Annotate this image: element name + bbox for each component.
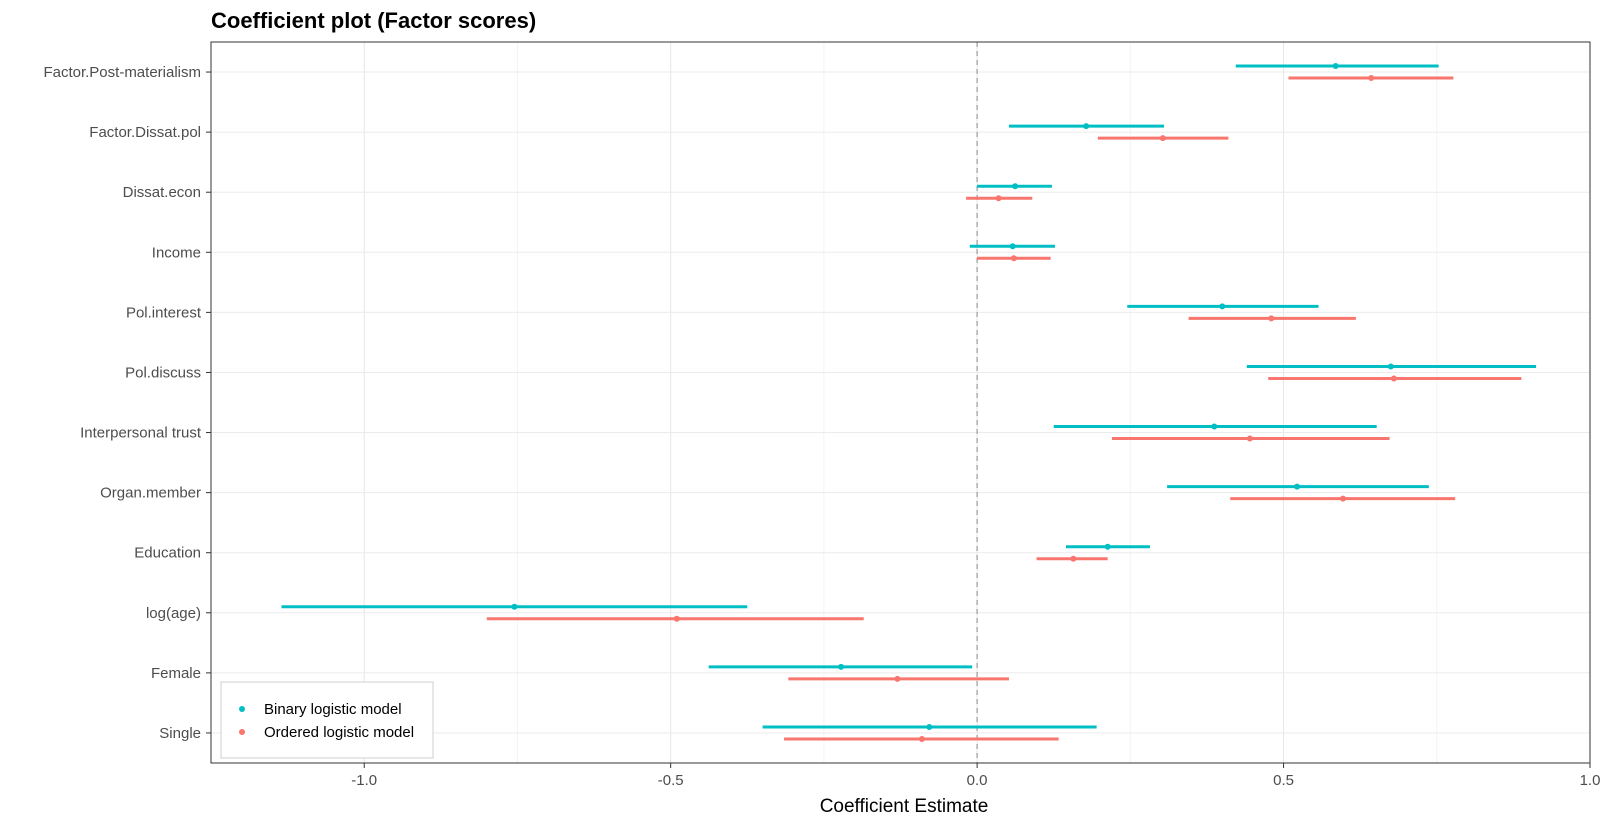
estimate-point: [1268, 315, 1275, 322]
estimate-point: [918, 735, 925, 742]
legend-box: [220, 681, 434, 759]
estimate-point: [1390, 375, 1397, 382]
estimate-point: [1083, 123, 1090, 130]
y-tick-label: Female: [151, 665, 201, 682]
y-axis-labels: Factor.Post-materialism Factor.Dissat.pol…: [43, 64, 211, 742]
chart-title: Coefficient plot (Factor scores): [211, 8, 536, 33]
x-axis-ticks: -1.0 -0.5 0.0 0.5 1.0: [351, 763, 1600, 789]
estimate-point: [1332, 63, 1339, 70]
x-tick-label: 0.0: [967, 772, 988, 789]
y-tick-label: Factor.Post-materialism: [43, 64, 201, 81]
y-tick-label: log(age): [146, 605, 201, 622]
estimate-point: [995, 195, 1002, 202]
estimate-point: [1012, 183, 1019, 190]
gridlines: [211, 42, 1591, 763]
legend: Binary logistic model Ordered logistic mo…: [220, 681, 434, 759]
x-tick-label: -0.5: [658, 772, 684, 789]
estimate-point: [1340, 495, 1347, 502]
y-tick-label: Income: [152, 244, 201, 261]
estimate-point: [1009, 243, 1016, 250]
y-tick-label: Organ.member: [100, 485, 201, 502]
y-tick-label: Dissat.econ: [123, 184, 201, 201]
estimate-point: [673, 615, 680, 622]
y-tick-label: Pol.interest: [126, 304, 202, 321]
estimate-point: [511, 603, 518, 610]
estimate-point: [1010, 255, 1017, 262]
estimate-point: [1159, 135, 1166, 142]
legend-label: Ordered logistic model: [264, 724, 414, 741]
estimate-point: [1219, 303, 1226, 310]
estimate-marks: [281, 63, 1537, 742]
y-tick-label: Education: [134, 545, 201, 562]
y-tick-label: Interpersonal trust: [80, 425, 202, 442]
x-tick-label: 0.5: [1273, 772, 1294, 789]
series-ordered-logistic: [486, 75, 1522, 742]
estimate-point: [838, 663, 845, 670]
estimate-point: [1070, 555, 1077, 562]
estimate-point: [1368, 75, 1375, 82]
estimate-point: [1294, 483, 1301, 490]
estimate-point: [1104, 543, 1111, 550]
estimate-point: [1387, 363, 1394, 370]
x-tick-label: 1.0: [1580, 772, 1600, 789]
legend-key: [239, 729, 245, 735]
y-tick-label: Factor.Dissat.pol: [89, 124, 201, 141]
y-tick-label: Single: [159, 725, 201, 742]
legend-key: [239, 706, 245, 712]
x-tick-label: -1.0: [351, 772, 377, 789]
plot-panel-border: [210, 41, 1591, 764]
estimate-point: [1246, 435, 1253, 442]
estimate-point: [926, 723, 933, 730]
x-axis-title: Coefficient Estimate: [820, 796, 989, 817]
estimate-point: [1211, 423, 1218, 430]
legend-label: Binary logistic model: [264, 701, 402, 718]
estimate-point: [894, 675, 901, 682]
y-tick-label: Pol.discuss: [125, 364, 201, 381]
series-binary-logistic: [281, 63, 1537, 730]
